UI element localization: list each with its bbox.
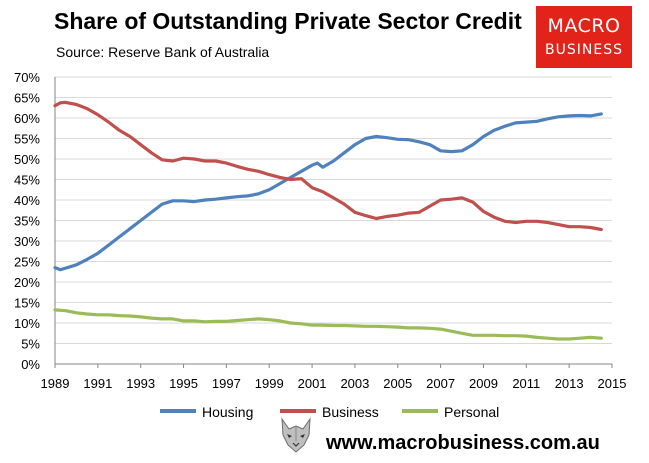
y-tick-label: 50% <box>14 152 40 167</box>
y-tick-label: 5% <box>21 337 40 352</box>
y-tick-label: 0% <box>21 357 40 372</box>
y-tick-label: 20% <box>14 275 40 290</box>
wolf-logo-icon <box>276 415 316 455</box>
legend-item-personal: Personal <box>402 404 499 420</box>
legend-swatch-personal <box>402 409 438 414</box>
x-tick-label: 2015 <box>598 376 627 391</box>
x-tick-label: 1989 <box>41 376 70 391</box>
legend-label-housing: Housing <box>202 404 254 420</box>
y-tick-label: 70% <box>14 70 40 85</box>
chart-legend: Housing Business Personal <box>0 404 649 424</box>
series-line-housing <box>53 112 603 272</box>
series-line-personal <box>53 308 603 341</box>
x-tick-label: 1991 <box>83 376 112 391</box>
x-tick-label: 1997 <box>212 376 241 391</box>
x-tick-label: 2009 <box>469 376 498 391</box>
x-tick-label: 1993 <box>126 376 155 391</box>
x-tick-label: 2003 <box>340 376 369 391</box>
y-tick-label: 30% <box>14 234 40 249</box>
y-tick-label: 45% <box>14 173 40 188</box>
x-tick-label: 2013 <box>555 376 584 391</box>
website-url: www.macrobusiness.com.au <box>326 432 600 454</box>
x-tick-label: 2005 <box>383 376 412 391</box>
legend-swatch-housing <box>160 409 196 414</box>
logo-line-1: MACRO <box>547 15 621 37</box>
y-tick-label: 25% <box>14 255 40 270</box>
chart-title: Share of Outstanding Private Sector Cred… <box>54 8 522 34</box>
line-chart: 0% 5% 10% 15% 20% 25% 30% 35% 40% 45% 50% 55% 60% 65%… <box>14 70 627 391</box>
logo-line-2: BUSINESS <box>545 42 623 58</box>
chart-source: Source: Reserve Bank of Australia <box>56 44 270 60</box>
y-tick-label: 35% <box>14 214 40 229</box>
y-tick-label: 55% <box>14 132 40 147</box>
x-tick-label: 2007 <box>426 376 455 391</box>
legend-label-personal: Personal <box>444 404 500 420</box>
y-tick-label: 60% <box>14 111 40 126</box>
y-tick-label: 15% <box>14 296 40 311</box>
legend-label-business: Business <box>322 404 379 420</box>
x-tick-label: 1999 <box>255 376 284 391</box>
legend-item-business: Business <box>280 404 379 420</box>
macrobusiness-logo: MACRO BUSINESS <box>536 6 632 68</box>
x-tick-label: 1995 <box>169 376 198 391</box>
x-tick-label: 2011 <box>512 376 540 391</box>
legend-item-housing: Housing <box>160 404 253 420</box>
y-tick-label: 40% <box>14 193 40 208</box>
series-line-business <box>53 100 603 232</box>
legend-swatch-business <box>280 409 316 414</box>
x-tick-label: 2001 <box>298 376 327 391</box>
y-tick-label: 65% <box>14 91 40 106</box>
y-tick-label: 10% <box>14 316 40 331</box>
